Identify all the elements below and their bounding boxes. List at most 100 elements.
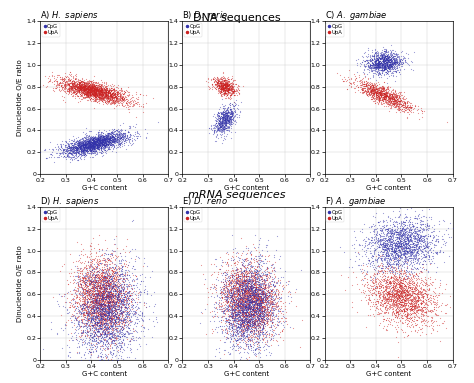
Point: [249, 281, 257, 287]
Point: [367, 65, 374, 71]
Point: [260, 285, 267, 291]
Point: [98, 316, 105, 322]
Point: [233, 305, 241, 311]
Point: [369, 67, 377, 73]
Point: [407, 306, 414, 312]
Point: [118, 301, 126, 307]
Point: [86, 86, 93, 92]
Point: [102, 92, 109, 98]
Point: [80, 273, 88, 279]
Point: [246, 294, 254, 300]
Point: [373, 258, 381, 264]
Point: [366, 62, 374, 69]
Point: [383, 60, 391, 66]
Point: [222, 81, 230, 87]
Point: [244, 318, 252, 324]
Point: [229, 345, 237, 352]
Point: [410, 272, 418, 278]
Point: [112, 300, 120, 306]
Point: [228, 295, 236, 301]
Point: [120, 90, 128, 96]
Point: [239, 286, 247, 292]
Point: [384, 227, 392, 233]
Point: [90, 334, 97, 340]
Point: [107, 301, 114, 307]
Point: [403, 250, 410, 257]
Point: [243, 304, 250, 310]
Point: [94, 131, 102, 137]
Point: [254, 314, 261, 320]
Point: [96, 88, 104, 95]
Point: [226, 83, 234, 89]
Point: [246, 299, 253, 305]
Point: [78, 285, 86, 291]
Point: [36, 149, 44, 155]
Point: [345, 74, 352, 80]
Point: [221, 118, 228, 124]
Point: [382, 64, 389, 70]
Point: [91, 138, 99, 144]
Point: [242, 359, 249, 365]
Point: [84, 291, 92, 298]
Point: [399, 303, 407, 309]
Point: [94, 319, 102, 325]
Point: [109, 131, 117, 137]
Point: [219, 317, 227, 323]
Point: [397, 300, 404, 306]
Point: [237, 301, 245, 307]
Point: [72, 73, 79, 79]
Point: [68, 83, 76, 89]
Point: [209, 271, 216, 277]
Point: [224, 110, 231, 116]
Point: [233, 331, 241, 337]
Point: [381, 54, 388, 60]
Point: [388, 102, 396, 108]
Point: [73, 147, 81, 153]
Point: [402, 107, 410, 113]
Point: [68, 148, 76, 154]
Point: [100, 324, 108, 330]
Point: [115, 276, 123, 282]
Point: [89, 278, 96, 284]
Point: [238, 311, 246, 317]
Point: [246, 304, 253, 311]
Point: [117, 128, 125, 134]
Point: [373, 89, 380, 95]
Point: [394, 327, 401, 334]
Point: [219, 91, 227, 97]
Point: [374, 238, 382, 244]
Point: [98, 277, 105, 283]
Point: [82, 287, 90, 293]
Point: [82, 301, 90, 307]
Point: [108, 336, 115, 342]
Point: [251, 321, 259, 327]
Point: [97, 285, 104, 291]
Point: [222, 115, 230, 121]
Point: [220, 111, 228, 118]
Point: [87, 310, 95, 316]
Point: [376, 299, 384, 305]
Point: [97, 82, 104, 88]
Point: [102, 85, 109, 91]
Point: [134, 290, 142, 296]
Point: [252, 285, 260, 291]
Point: [252, 285, 259, 291]
Point: [245, 304, 253, 311]
Point: [235, 268, 243, 274]
Point: [220, 75, 228, 81]
Point: [99, 82, 107, 88]
Point: [126, 272, 133, 278]
Point: [90, 291, 98, 297]
Point: [88, 309, 96, 315]
Point: [358, 85, 365, 92]
Point: [120, 341, 128, 347]
Point: [264, 285, 272, 291]
Point: [79, 307, 86, 313]
Point: [91, 92, 98, 98]
Point: [106, 335, 114, 341]
Point: [381, 255, 388, 261]
Point: [85, 275, 93, 281]
Point: [91, 316, 99, 322]
Point: [97, 275, 105, 281]
Point: [81, 310, 88, 316]
